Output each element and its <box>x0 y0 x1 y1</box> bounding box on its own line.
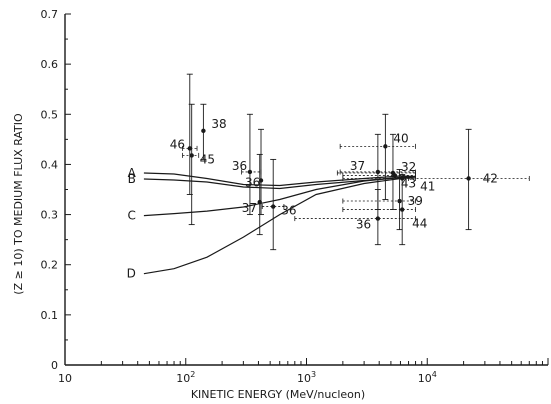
data-point <box>392 173 398 178</box>
curve-label: B <box>128 172 136 186</box>
x-tick-label: 103 <box>297 370 316 385</box>
data-point <box>201 128 206 134</box>
y-tick-label: 0.1 <box>41 309 59 322</box>
x-tick-label: 10 <box>58 372 72 385</box>
data-point <box>187 146 192 151</box>
curve-label: D <box>127 267 136 281</box>
data-point <box>397 198 402 204</box>
data-point-label: 36 <box>245 175 260 189</box>
data-point-label: 37 <box>242 201 257 215</box>
data-point-label: 38 <box>211 117 226 131</box>
data-point <box>247 169 253 175</box>
y-tick-label: 0.4 <box>41 158 59 171</box>
data-point <box>383 144 388 149</box>
x-axis-label: KINETIC ENERGY (MeV/nucleon) <box>191 388 365 401</box>
x-tick-label: 102 <box>176 370 195 385</box>
y-axis-label: (Z ≥ 10) TO MEDIUM FLUX RATIO <box>12 113 25 295</box>
data-point-label: 32 <box>401 160 416 174</box>
y-tick-label: 0 <box>51 359 58 372</box>
data-point-label: 39 <box>408 194 423 208</box>
data-point <box>271 204 276 209</box>
data-point-label: 36 <box>356 218 371 232</box>
data-point <box>189 153 194 158</box>
data-point <box>399 207 405 212</box>
curve-label: C <box>127 209 135 223</box>
data-point <box>375 169 381 175</box>
curve-label: A <box>128 166 137 180</box>
curve-a <box>143 172 416 187</box>
data-point-label: 37 <box>350 159 365 173</box>
data-point-label: 44 <box>412 217 427 231</box>
curves: AB C D <box>127 166 416 281</box>
data-point-label: 43 <box>401 176 416 190</box>
x-tick-label: 104 <box>418 370 437 385</box>
data-point-label: 40 <box>393 131 408 145</box>
y-tick-label: 0.6 <box>41 58 59 71</box>
data-point-label: 41 <box>420 179 435 193</box>
data-point <box>257 199 262 205</box>
y-tick-label: 0.5 <box>41 108 59 121</box>
curve-d <box>143 176 416 275</box>
y-tick-label: 0.3 <box>41 209 59 222</box>
data-point-label: 46 <box>170 137 185 151</box>
curve-b <box>143 176 416 190</box>
data-point-label: 42 <box>483 171 498 185</box>
data-point-label: 36 <box>281 204 296 218</box>
data-point <box>466 176 471 181</box>
data-point <box>375 216 381 221</box>
data-point-label: 36 <box>232 159 247 173</box>
y-tick-label: 0.2 <box>41 259 59 272</box>
axes: 0 0.1 0.2 0.3 0.4 0.5 0.6 0.7 10 102 103 104 <box>41 8 549 385</box>
y-tick-label: 0.7 <box>41 8 59 21</box>
